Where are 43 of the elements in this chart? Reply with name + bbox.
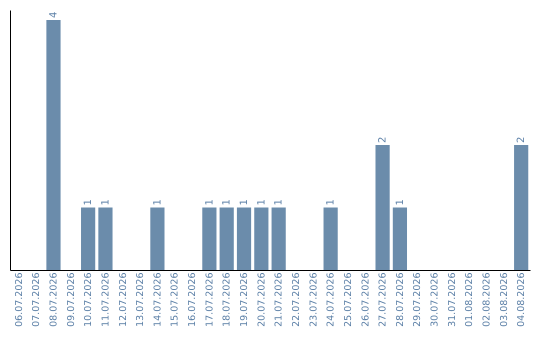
x-tick-label: 20.07.2026 (256, 272, 268, 327)
data-label: 4 (48, 12, 60, 18)
data-label: 1 (152, 199, 164, 206)
x-tick-label: 01.08.2026 (464, 272, 476, 327)
x-tick-label: 08.07.2026 (48, 272, 60, 327)
x-tick-label: 16.07.2026 (187, 272, 198, 327)
x-tick-label: 24.07.2026 (326, 272, 337, 327)
x-tick-label: 14.07.2026 (152, 272, 164, 327)
data-label: 1 (274, 199, 285, 206)
x-tick-label: 17.07.2026 (204, 272, 216, 327)
data-label: 2 (516, 136, 528, 143)
data-label: 1 (239, 199, 250, 206)
data-label: 1 (204, 199, 216, 206)
x-tick-label: 03.08.2026 (498, 272, 510, 327)
data-label: 1 (326, 199, 337, 206)
x-tick-label: 31.07.2026 (446, 272, 458, 327)
data-label: 1 (256, 199, 268, 206)
x-tick-label: 06.07.2026 (14, 272, 25, 327)
x-tick-label: 04.08.2026 (516, 272, 528, 327)
x-tick-label: 09.07.2026 (66, 272, 77, 327)
x-tick-label: 28.07.2026 (394, 272, 406, 327)
x-tick-label: 19.07.2026 (239, 272, 250, 327)
data-label: 1 (394, 199, 406, 206)
x-tick-label: 27.07.2026 (378, 272, 389, 327)
data-label: 1 (100, 199, 112, 206)
x-tick-label: 12.07.2026 (118, 272, 129, 327)
x-tick-label: 23.07.2026 (308, 272, 320, 327)
x-tick-label: 10.07.2026 (83, 272, 94, 327)
x-tick-label: 25.07.2026 (342, 272, 354, 327)
x-tick-label: 13.07.2026 (135, 272, 146, 327)
data-label: 2 (378, 136, 389, 143)
x-tick-label: 29.07.2026 (412, 272, 424, 327)
x-tick-label: 11.07.2026 (100, 272, 112, 327)
data-label: 1 (222, 199, 233, 206)
x-tick-label: 02.08.2026 (482, 272, 493, 327)
x-tick-label: 22.07.2026 (290, 272, 302, 327)
x-tick-label: 21.07.2026 (274, 272, 285, 327)
x-tick-label: 15.07.2026 (170, 272, 181, 327)
data-label: 1 (83, 199, 94, 206)
x-tick-label: 26.07.2026 (360, 272, 372, 327)
x-tick-label: 07.07.2026 (31, 272, 42, 327)
x-tick-label: 18.07.2026 (222, 272, 233, 327)
x-tick-label: 30.07.2026 (430, 272, 441, 327)
